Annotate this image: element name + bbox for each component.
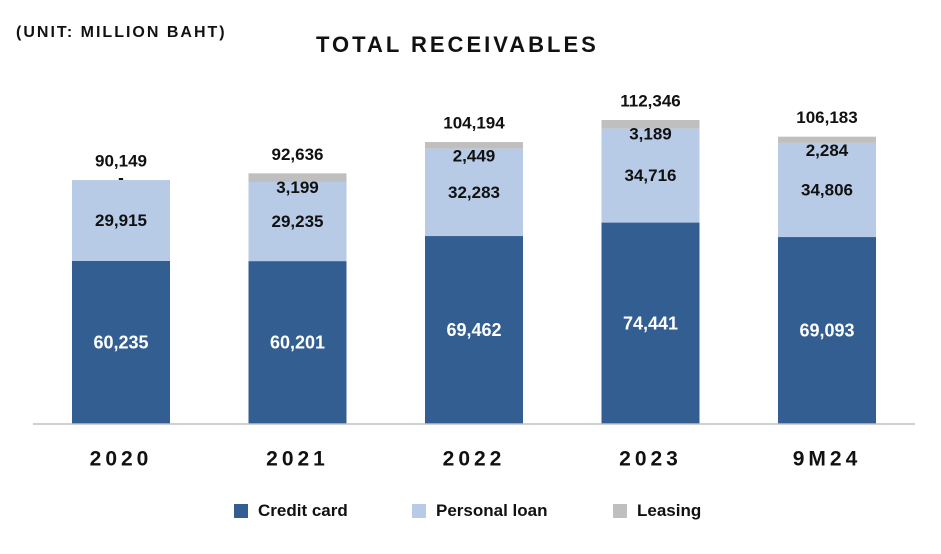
total-label-2023: 112,346 bbox=[620, 92, 681, 111]
legend-swatch-credit-card bbox=[234, 504, 248, 518]
bar-credit-card-2022 bbox=[425, 236, 523, 424]
bar-leasing-9m24 bbox=[778, 136, 876, 143]
x-tick-9m24: 9M24 bbox=[793, 448, 862, 471]
label-credit-card-9m24: 69,093 bbox=[799, 321, 854, 341]
label-personal-loan-2023: 34,716 bbox=[625, 166, 677, 185]
label-credit-card-2023: 74,441 bbox=[623, 313, 678, 333]
bar-personal-loan-2023 bbox=[601, 128, 700, 223]
bar-credit-card-2023 bbox=[601, 222, 700, 424]
label-personal-loan-2020: 29,915 bbox=[95, 211, 147, 230]
bar-credit-card-2020 bbox=[72, 261, 170, 424]
bar-credit-card-9m24 bbox=[778, 237, 876, 424]
legend-item-personal-loan: Personal loan bbox=[412, 500, 547, 522]
x-tick-labels-layer: 2020 2021 2022 2023 9M24 bbox=[90, 448, 862, 471]
total-labels-layer: 90,149 92,636 104,194 112,346 106,183 bbox=[95, 92, 858, 171]
label-leasing-2020: - bbox=[118, 169, 124, 188]
bar-personal-loan-9m24 bbox=[778, 142, 876, 238]
x-tick-2023: 2023 bbox=[619, 448, 682, 471]
bar-leasing-2023 bbox=[601, 120, 700, 129]
legend-label-personal-loan: Personal loan bbox=[436, 501, 548, 520]
chart-title: TOTAL RECEIVABLES bbox=[316, 32, 599, 57]
total-label-2020: 90,149 bbox=[95, 152, 147, 171]
bar-leasing-2021 bbox=[248, 173, 347, 182]
total-label-2022: 104,194 bbox=[443, 114, 505, 133]
legend-label-leasing: Leasing bbox=[637, 501, 702, 520]
bar-personal-loan-2022 bbox=[425, 148, 523, 237]
x-tick-2022: 2022 bbox=[443, 448, 506, 471]
bars-layer bbox=[72, 120, 876, 424]
x-tick-2020: 2020 bbox=[90, 448, 153, 471]
label-leasing-2021: 3,199 bbox=[276, 178, 319, 197]
label-leasing-2022: 2,449 bbox=[453, 147, 496, 166]
bar-leasing-2022 bbox=[425, 142, 523, 149]
legend-swatch-leasing bbox=[613, 504, 627, 518]
bar-credit-card-2021 bbox=[248, 261, 347, 424]
total-label-9m24: 106,183 bbox=[796, 108, 857, 127]
label-leasing-9m24: 2,284 bbox=[806, 141, 849, 160]
label-credit-card-2022: 69,462 bbox=[446, 320, 501, 340]
label-leasing-2023: 3,189 bbox=[629, 125, 672, 144]
legend-item-leasing: Leasing bbox=[613, 500, 701, 522]
legend-item-credit-card: Credit card bbox=[234, 500, 348, 522]
segment-labels-layer: 60,235 29,915 - 60,201 29,235 3,199 69,462 32,2… bbox=[93, 125, 854, 353]
label-personal-loan-9m24: 34,806 bbox=[801, 180, 853, 199]
bar-personal-loan-2021 bbox=[248, 181, 347, 262]
legend-swatch-personal-loan bbox=[412, 504, 426, 518]
label-credit-card-2021: 60,201 bbox=[270, 333, 325, 353]
label-credit-card-2020: 60,235 bbox=[93, 333, 148, 353]
bar-personal-loan-2020 bbox=[72, 180, 170, 262]
total-label-2021: 92,636 bbox=[272, 145, 324, 164]
legend-label-credit-card: Credit card bbox=[258, 501, 348, 520]
label-personal-loan-2021: 29,235 bbox=[272, 212, 324, 231]
unit-label: (UNIT: MILLION BAHT) bbox=[16, 24, 227, 41]
x-tick-2021: 2021 bbox=[266, 448, 329, 471]
label-personal-loan-2022: 32,283 bbox=[448, 183, 500, 202]
